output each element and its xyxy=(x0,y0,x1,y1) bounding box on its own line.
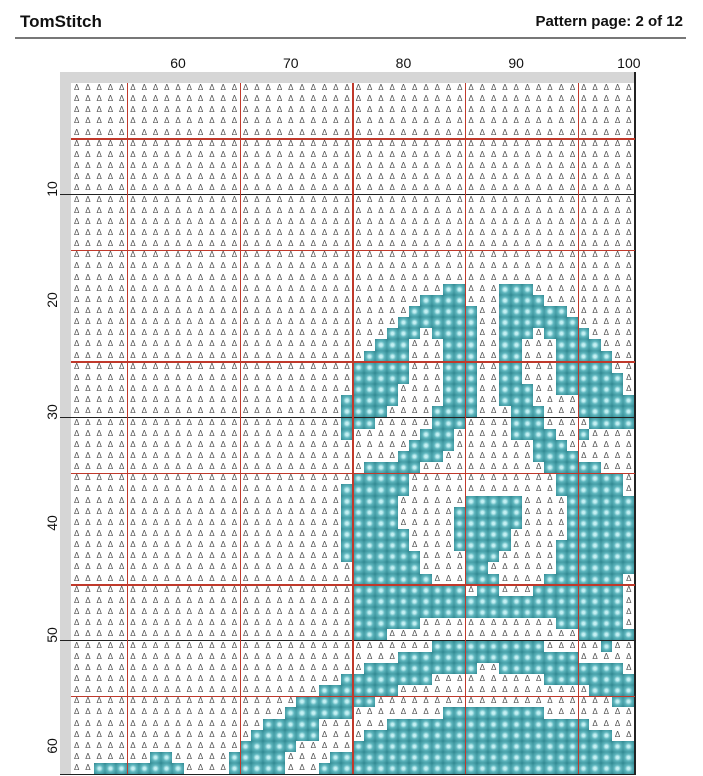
column-label: 100 xyxy=(617,55,641,71)
column-label: 90 xyxy=(508,55,524,71)
red-gridline xyxy=(239,83,241,775)
red-gridline xyxy=(126,83,129,775)
row-label: 30 xyxy=(44,404,60,420)
red-gridline xyxy=(71,695,635,698)
app-title: TomStitch xyxy=(20,12,102,31)
page-indicator: Pattern page: 2 of 12 xyxy=(535,13,683,30)
column-label: 60 xyxy=(170,55,186,71)
red-gridline xyxy=(464,83,467,775)
red-gridline xyxy=(71,249,635,252)
stitch-cell[interactable] xyxy=(623,763,636,776)
red-gridline xyxy=(71,361,635,363)
red-gridline xyxy=(352,83,354,775)
column-label: 70 xyxy=(282,55,299,71)
row-label: 60 xyxy=(44,738,60,755)
red-gridline xyxy=(71,138,635,140)
row-label: 40 xyxy=(44,515,60,532)
header-divider xyxy=(15,37,686,39)
row-label: 10 xyxy=(44,181,60,197)
red-gridline xyxy=(71,584,635,586)
row-label: 50 xyxy=(44,627,60,643)
red-gridline xyxy=(577,83,579,775)
row-label: 20 xyxy=(44,292,60,309)
red-gridline xyxy=(71,472,635,475)
column-label: 80 xyxy=(395,55,412,71)
